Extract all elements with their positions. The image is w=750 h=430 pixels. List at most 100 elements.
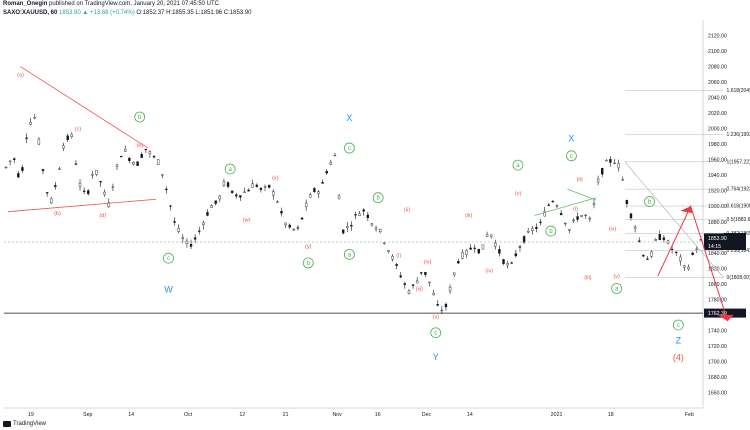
candle-body (341, 229, 345, 234)
price-tick-label: 1700.00 (708, 359, 727, 365)
wave-label: a (228, 167, 232, 173)
candle-body (280, 211, 283, 214)
candle-body (354, 214, 357, 216)
candle-body (531, 228, 534, 232)
candle-body (259, 187, 263, 190)
projection-arrowhead-up (680, 206, 693, 214)
fib-level-label: 0.618(1900.22) (727, 204, 750, 210)
wave-circle (430, 327, 442, 339)
candle-body (115, 164, 119, 167)
candle-body (226, 182, 230, 187)
candle-body (617, 163, 620, 169)
candle-body (494, 242, 497, 247)
candle-body (403, 283, 407, 285)
candle-body (448, 286, 452, 292)
candle-body (4, 166, 8, 169)
wave-label: b (648, 200, 652, 206)
time-tick-label: Sep (83, 412, 92, 418)
candle-body (124, 149, 127, 152)
candle-body (506, 263, 509, 266)
candle-body (193, 237, 197, 240)
wave-label: (c) (75, 127, 82, 133)
candle-body (263, 186, 267, 188)
candle-body (687, 266, 690, 270)
candle-body (136, 161, 139, 166)
symbol-header: SAXO:XAUUSD, 60 1853.90 ▲ +13.68 (+0.74%… (3, 9, 251, 17)
wave-label: c (167, 256, 170, 262)
candle-body (304, 202, 308, 207)
wave-label: (iv) (609, 227, 617, 233)
candle-body (325, 171, 328, 174)
candle-body (99, 181, 102, 183)
candle-body (321, 181, 324, 184)
candle-body (309, 194, 312, 198)
candle-body (255, 184, 259, 187)
candle-body (58, 168, 61, 170)
candle-body (675, 251, 678, 253)
candle-body (13, 158, 16, 160)
wave-label: (v) (433, 314, 440, 320)
candle-body (625, 200, 629, 204)
candle-body (452, 272, 456, 275)
candle-body (95, 170, 98, 175)
time-tick-label: 12 (239, 412, 245, 418)
candle-body (185, 240, 189, 245)
wave-label: (iii) (584, 275, 591, 281)
candle-body (25, 137, 28, 139)
fib-level-label: 1.236(1992.43) (727, 132, 750, 138)
candle-body (407, 290, 411, 294)
wave-label: (y) (305, 244, 312, 250)
last-price-label: 1853.90 (708, 236, 727, 242)
candle-body (522, 236, 526, 243)
candle-body (288, 224, 291, 228)
wave-label: (b) (54, 211, 61, 217)
candle-body (411, 284, 415, 286)
candle-body (461, 251, 464, 259)
candle-body (50, 198, 53, 204)
candle-body (366, 214, 370, 218)
candle-body (601, 168, 604, 175)
price-tick-label: 2040.00 (708, 96, 727, 102)
candle-body (74, 163, 78, 165)
wave-label: (4) (673, 353, 684, 363)
price-tick-label: 1900.00 (708, 204, 727, 210)
wave-label: (a) (17, 72, 24, 78)
wave-label: (i) (573, 207, 578, 213)
candle-body (82, 190, 86, 192)
candle-body (580, 215, 583, 217)
candle-body (485, 234, 489, 237)
wave-circle (302, 257, 314, 269)
candle-body (103, 191, 106, 195)
candle-body (420, 272, 423, 274)
candle-body (535, 226, 538, 229)
wave-circle (224, 163, 236, 175)
candle-body (502, 259, 505, 264)
candle-body (399, 275, 402, 278)
candle-body (370, 223, 374, 226)
candle-body (333, 154, 337, 157)
last-price-tag (704, 233, 746, 251)
candle-body (551, 200, 555, 203)
candle-body (181, 237, 185, 240)
candle-body (156, 159, 160, 165)
price-tick-label: 1780.00 (708, 297, 727, 303)
candle-body (428, 281, 431, 283)
fib-level-label: 0.764(1922.00) (727, 187, 750, 193)
candle-body (440, 309, 444, 312)
candle-body (473, 247, 476, 249)
candle-body (469, 247, 472, 250)
candle-body (576, 216, 579, 220)
candle-body (29, 122, 32, 125)
candle-body (165, 188, 168, 191)
candle-body (78, 182, 82, 187)
candle-body (37, 138, 41, 145)
candle-body (629, 213, 633, 219)
candle-body (337, 195, 341, 200)
candle-body (572, 219, 575, 222)
wave-circle (672, 319, 684, 331)
wave-label: W (164, 284, 173, 294)
time-tick-label: 2021 (551, 412, 563, 418)
author-name[interactable]: Roman_Onegin (3, 1, 48, 7)
fib-level-label: 1.618(2049.43) (727, 88, 750, 94)
